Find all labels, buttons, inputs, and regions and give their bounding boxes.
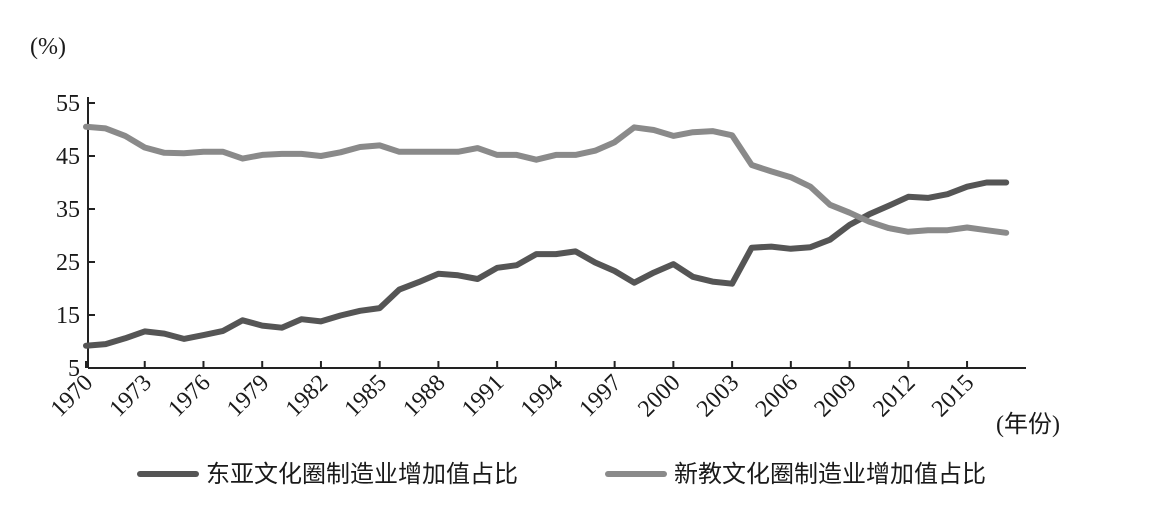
x-tick-label: 1982 — [281, 370, 333, 422]
x-tick-label: 2012 — [868, 370, 920, 422]
x-tick-label: 1991 — [457, 370, 509, 422]
y-tick-label: 25 — [56, 250, 80, 276]
x-tick-label: 1988 — [398, 370, 450, 422]
legend-label-1: 东亚文化圈制造业增加值占比 — [206, 460, 518, 488]
x-tick-label: 2000 — [633, 370, 685, 422]
axes — [87, 97, 1026, 369]
y-tick-label: 15 — [56, 303, 80, 329]
x-tick-label: 1979 — [222, 370, 274, 422]
x-ticks: 1970 1973 1976 1979 1982 1985 1988 1991 1994 1997… — [46, 361, 979, 422]
x-tick-label: 1976 — [163, 370, 215, 422]
series-line-1 — [83, 179, 1010, 349]
x-tick-label: 2003 — [692, 370, 744, 422]
y-tick-label: 55 — [56, 91, 80, 117]
x-tick-label: 1985 — [340, 370, 392, 422]
y-ticks: 5 15 25 35 45 55 — [56, 91, 95, 382]
y-axis-title: (%) — [30, 34, 66, 60]
x-tick-label: 1997 — [575, 370, 627, 422]
x-tick-label: 1994 — [516, 370, 568, 422]
x-tick-label: 1970 — [46, 370, 98, 422]
x-axis-title: (年份) — [996, 411, 1060, 438]
series-lines — [83, 123, 1010, 349]
x-tick-label: 1973 — [105, 370, 157, 422]
x-tick-label: 2015 — [927, 370, 979, 422]
legend-label-2: 新教文化圈制造业增加值占比 — [674, 460, 986, 488]
legend: 东亚文化圈制造业增加值占比 新教文化圈制造业增加值占比 — [137, 460, 986, 488]
y-tick-label: 5 — [68, 356, 80, 382]
y-tick-label: 35 — [56, 197, 80, 223]
x-tick-label: 2006 — [751, 370, 803, 422]
series-line-2 — [83, 123, 1010, 236]
x-tick-label: 2009 — [809, 370, 861, 422]
y-tick-label: 45 — [56, 144, 80, 170]
